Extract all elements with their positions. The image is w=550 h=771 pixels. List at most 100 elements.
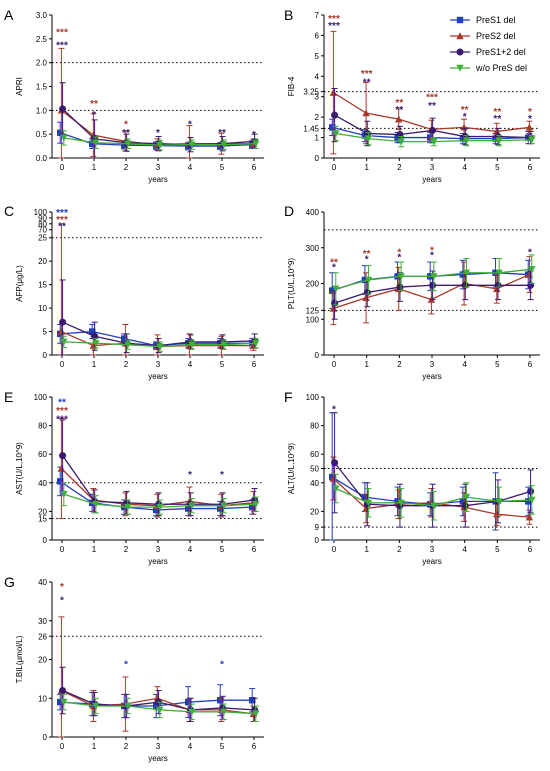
series-pres2-del [57, 616, 258, 738]
significance-star: ** [90, 99, 98, 110]
significance-star: ** [363, 77, 371, 88]
y-axis-label: ALT(U/L,10^9) [287, 443, 296, 495]
y-tick-label: 0 [43, 733, 48, 742]
data-point [364, 499, 373, 507]
significance-star: *** [328, 21, 340, 32]
y-tick-label: 300 [306, 244, 320, 253]
y-tick-label: 10 [38, 694, 47, 703]
significance-star: ** [395, 105, 403, 116]
significance-star: *** [328, 14, 340, 25]
legend-marker [456, 32, 464, 40]
significance-star: ** [58, 397, 66, 408]
data-point [396, 283, 404, 291]
significance-star: * [188, 470, 192, 481]
data-point [185, 505, 192, 512]
data-point [124, 341, 132, 349]
x-tick-label: 1 [364, 360, 369, 369]
data-point [188, 141, 196, 149]
data-point [92, 340, 100, 347]
data-point [395, 115, 403, 123]
data-point [59, 452, 67, 460]
y-tick-label: 10 [38, 304, 47, 313]
x-tick-label: 0 [60, 742, 65, 751]
y-tick-label: 80 [38, 422, 47, 431]
data-point [124, 702, 132, 710]
significance-star: * [220, 470, 224, 481]
data-point [332, 130, 340, 138]
y-tick-label: 3.25 [303, 88, 319, 97]
data-point [528, 496, 536, 504]
data-point [329, 287, 336, 294]
data-point [124, 140, 132, 148]
panel-a: A0.00.51.01.52.02.53.00 1 2 3 4 5 6yearsAPRI**… [4, 7, 264, 184]
y-tick-label: 2 [315, 113, 320, 122]
y-tick-label: 9 [315, 523, 320, 532]
data-point [462, 137, 471, 145]
x-tick-label: 3 [156, 360, 161, 369]
data-point [60, 491, 68, 498]
x-tick-label: 5 [220, 545, 225, 554]
series-w-o-pres-del [60, 130, 260, 151]
data-point [57, 698, 64, 706]
panel-label: F [284, 389, 293, 405]
y-tick-label: 0 [43, 351, 48, 360]
data-point [220, 502, 228, 510]
x-tick-label: 1 [92, 163, 97, 172]
data-point [89, 341, 98, 349]
data-point [495, 498, 503, 506]
series-w-o-pres-del [332, 125, 536, 148]
x-tick-label: 4 [462, 163, 467, 172]
y-tick-label: 0 [43, 536, 48, 545]
panel-f: F 0 9 20 40 50 60 80 100 0 1 2 3 4 5 6 years ALT(U/L,10^9… [284, 389, 540, 566]
y-tick-label: 0 [315, 536, 320, 545]
data-point [364, 276, 373, 284]
y-tick-label: 80 [310, 422, 319, 431]
data-point [220, 141, 228, 149]
data-point [89, 140, 96, 147]
series-w-o-pres-del [60, 335, 260, 352]
x-tick-label: 0 [332, 545, 337, 554]
data-point [429, 126, 437, 134]
significance-star: * [430, 251, 434, 262]
data-point [397, 499, 405, 507]
data-point [430, 138, 438, 146]
significance-star: ** [493, 114, 501, 125]
y-tick-label: 20 [310, 507, 319, 516]
data-point [461, 502, 469, 510]
data-point [362, 294, 370, 301]
data-point [461, 281, 469, 289]
y-tick-label: 40 [38, 578, 47, 587]
significance-star: * [332, 262, 336, 273]
x-tick-label: 0 [332, 360, 337, 369]
y-axis-label: T.BIL(μmol/L) [15, 635, 24, 683]
data-point [528, 136, 536, 144]
panel-label: G [4, 574, 15, 590]
x-tick-label: 4 [462, 545, 467, 554]
x-tick-label: 6 [252, 545, 257, 554]
panel-label: B [284, 7, 293, 23]
x-tick-label: 3 [430, 545, 435, 554]
legend: PreS1 del PreS2 del PreS1+2 del w/o PreS de… [450, 15, 527, 73]
significance-star: * [156, 128, 160, 139]
data-point [57, 478, 64, 485]
x-tick-label: 6 [528, 545, 533, 554]
series-pres1-2-del [59, 666, 259, 722]
data-point [59, 105, 67, 113]
y-tick-label: 26 [38, 632, 47, 641]
data-point [92, 501, 100, 508]
data-point [156, 706, 164, 714]
significance-star: * [220, 659, 224, 670]
data-point [156, 503, 164, 511]
significance-star: * [397, 247, 401, 258]
significance-star: * [528, 247, 532, 258]
data-point [249, 503, 256, 511]
series-pres1-2-del [331, 270, 535, 320]
series-w-o-pres-del [332, 254, 536, 306]
data-point [527, 281, 535, 289]
x-tick-label: 2 [397, 545, 402, 554]
panel-label: C [4, 203, 14, 219]
data-point [60, 698, 68, 706]
significance-star: *** [56, 406, 68, 417]
significance-star: * [365, 254, 369, 265]
